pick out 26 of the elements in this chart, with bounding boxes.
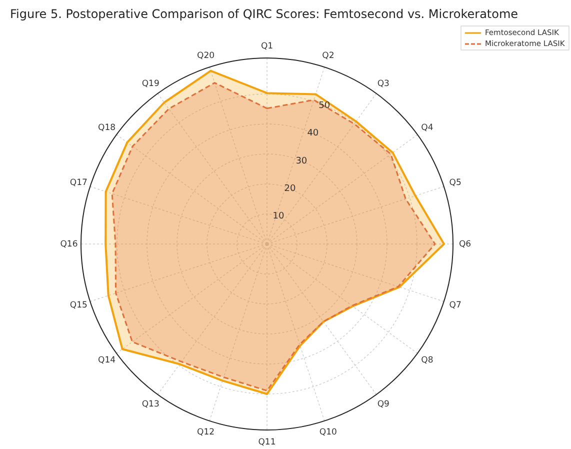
spoke-label: Q8 — [421, 356, 434, 366]
y-tick-label: 50 — [318, 100, 330, 111]
y-tick-label: 20 — [284, 184, 296, 194]
y-tick-label: 30 — [296, 156, 308, 166]
spoke-label: Q11 — [258, 437, 276, 448]
spoke-label: Q19 — [142, 79, 160, 90]
spoke-label: Q14 — [98, 356, 116, 366]
spoke-label: Q17 — [70, 178, 88, 188]
y-tick-label: 40 — [307, 128, 319, 139]
spoke-label: Q7 — [449, 300, 462, 311]
chart-title: Figure 5. Postoperative Comparison of QIRC Scores: Femtosecond vs. Microkeratome — [10, 7, 518, 21]
spoke-label: Q10 — [319, 428, 337, 438]
spoke-label: Q12 — [197, 428, 215, 438]
spoke-label: Q13 — [142, 400, 160, 410]
spoke-label: Q20 — [197, 51, 215, 62]
spoke-label: Q16 — [60, 239, 78, 250]
spoke-label: Q3 — [377, 79, 390, 90]
spoke-label: Q4 — [421, 122, 434, 133]
spoke-label: Q5 — [449, 178, 462, 188]
spoke-label: Q6 — [458, 239, 472, 250]
spoke-label: Q15 — [70, 300, 88, 311]
y-tick-label: 10 — [272, 212, 284, 222]
spoke-label: Q1 — [260, 41, 274, 52]
spoke-label: Q9 — [377, 400, 390, 410]
spoke-label: Q2 — [322, 51, 334, 62]
spoke-label: Q18 — [98, 122, 116, 133]
